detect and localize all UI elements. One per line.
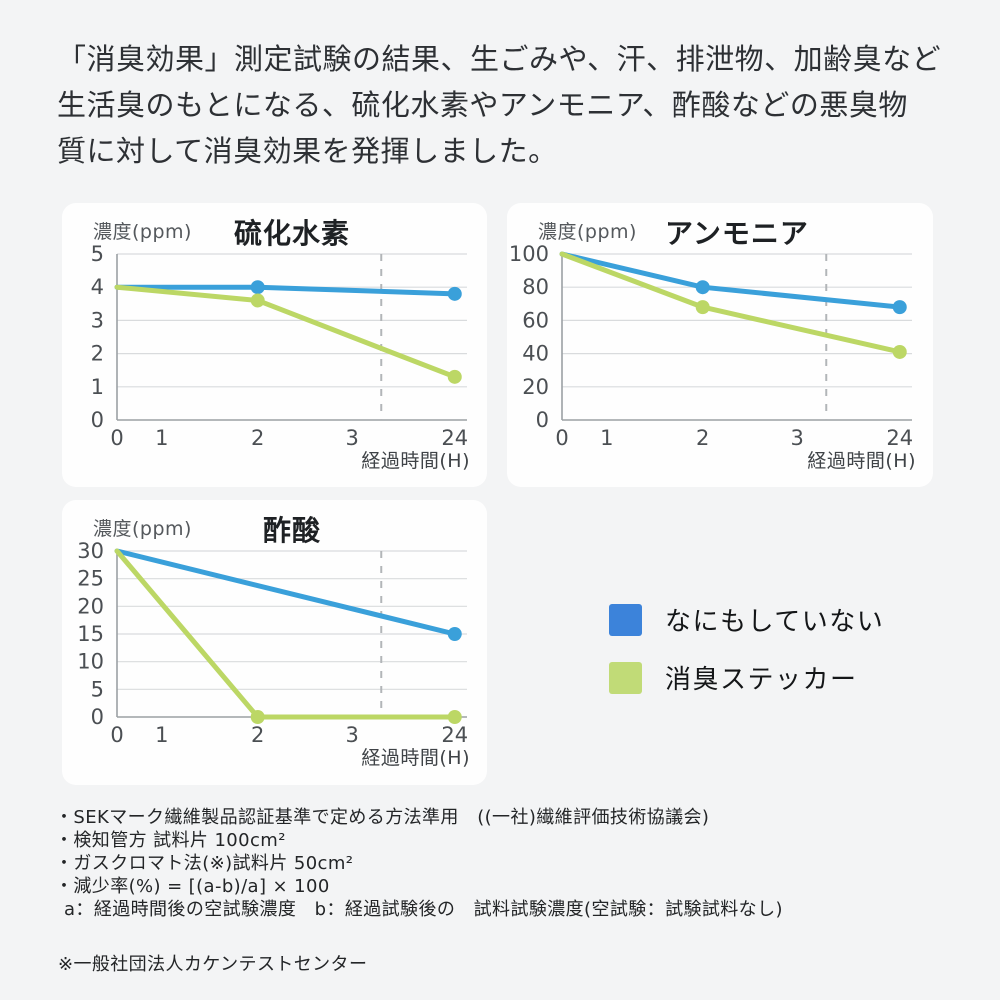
svg-text:3: 3: [346, 723, 359, 747]
legend-swatch-green: [609, 661, 642, 694]
chart-title-ammonia: アンモニア: [665, 217, 809, 250]
chart-card-acetic-acid: 30 25 20 15 10 5 0 0 1 2 3 24 濃度(ppm) 酢酸 経過時間(H): [62, 500, 487, 785]
data-point-sticker: [250, 293, 265, 308]
svg-text:15: 15: [77, 622, 104, 646]
series-sticker: [114, 548, 462, 724]
data-point-untreated: [250, 280, 265, 295]
x-tick-labels: 0 1 2 3 24: [110, 426, 468, 450]
svg-text:20: 20: [77, 594, 104, 618]
legend-swatch-blue: [609, 603, 642, 636]
series-untreated: [114, 548, 462, 641]
svg-text:5: 5: [91, 677, 104, 701]
svg-text:0: 0: [536, 408, 549, 432]
heading-line-1: 「消臭効果」測定試験の結果、生ごみや、汗、排泄物、加齢臭など: [57, 42, 942, 76]
legend-item-untreated: なにもしていない: [609, 601, 884, 638]
svg-text:25: 25: [77, 567, 104, 591]
footnote-test-center: ※一般社団法人カケンテストセンター: [58, 954, 368, 975]
svg-text:3: 3: [91, 308, 104, 332]
page-heading: 「消臭効果」測定試験の結果、生ごみや、汗、排泄物、加齢臭など 生活臭のもとになる…: [57, 36, 967, 174]
x-axis-label: 経過時間(H): [361, 450, 470, 472]
svg-text:1: 1: [91, 375, 104, 399]
svg-text:2: 2: [251, 426, 264, 450]
svg-text:1: 1: [155, 426, 168, 450]
data-point-sticker: [695, 300, 710, 315]
svg-text:4: 4: [91, 275, 104, 299]
svg-text:3: 3: [791, 426, 804, 450]
heading-line-2: 生活臭のもとになる、硫化水素やアンモニア、酢酸などの悪臭物: [57, 88, 908, 122]
footnote-line: ・検知管方 試料片 100cm²: [55, 830, 286, 851]
heading-line-3: 質に対して消臭効果を発揮しました。: [57, 134, 558, 168]
line-chart-hydrogen-sulfide: 5 4 3 2 1 00 1 2 3 24: [91, 242, 468, 450]
svg-text:0: 0: [110, 426, 123, 450]
data-point-untreated: [447, 286, 462, 301]
svg-text:0: 0: [555, 426, 568, 450]
footnote-line: ・ガスクロマト法(※)試料片 50cm²: [55, 853, 354, 874]
line-chart-ammonia: 100 80 60 40 20 00 1 2 3 24: [509, 242, 913, 450]
svg-text:24: 24: [441, 723, 468, 747]
footnote-line: ・減少率(%) = [(a-b)/a] × 100: [55, 876, 330, 897]
data-point-sticker: [447, 710, 462, 724]
svg-text:60: 60: [522, 308, 549, 332]
svg-text:80: 80: [522, 275, 549, 299]
y-tick-labels: 100 80 60 40 20 0: [509, 242, 549, 432]
legend-label-untreated: なにもしていない: [665, 607, 885, 637]
x-tick-labels: 0 1 2 3 24: [110, 723, 468, 747]
svg-text:2: 2: [696, 426, 709, 450]
y-tick-labels: 30 25 20 15 10 5 0: [77, 539, 104, 729]
footnote-line: a：経過時間後の空試験濃度 b：経過試験後の 試料試験濃度(空試験：試験試料なし…: [64, 899, 783, 920]
svg-text:2: 2: [91, 342, 104, 366]
svg-text:10: 10: [77, 650, 104, 674]
chart-title-hydrogen-sulfide: 硫化水素: [233, 217, 350, 250]
data-point-untreated: [447, 627, 462, 641]
x-axis-label: 経過時間(H): [807, 450, 916, 472]
y-axis-unit-label: 濃度(ppm): [93, 221, 192, 243]
svg-text:2: 2: [251, 723, 264, 747]
x-tick-labels: 0 1 2 3 24: [555, 426, 913, 450]
footnotes: ・SEKマーク繊維製品認証基準で定める方法準用 ((一社)繊維評価技術協議会) …: [55, 806, 783, 921]
chart-card-hydrogen-sulfide: 5 4 3 2 1 0 0 1 2 3 24 濃度(ppm) 硫化水素 経過時間(H): [62, 203, 487, 487]
data-point-sticker: [892, 344, 907, 359]
data-point-sticker: [250, 710, 265, 724]
svg-text:0: 0: [110, 723, 123, 747]
series-untreated: [559, 251, 907, 315]
svg-text:1: 1: [155, 723, 168, 747]
svg-text:0: 0: [91, 408, 104, 432]
legend-item-sticker: 消臭ステッカー: [609, 659, 884, 696]
data-point-untreated: [892, 300, 907, 315]
svg-text:5: 5: [91, 242, 104, 266]
data-point-sticker: [447, 369, 462, 384]
series-sticker: [559, 251, 907, 359]
footnote-line: ・SEKマーク繊維製品認証基準で定める方法準用 ((一社)繊維評価技術協議会): [55, 807, 710, 828]
svg-text:1: 1: [600, 426, 613, 450]
x-axis-label: 経過時間(H): [361, 747, 470, 769]
gridlines: [117, 550, 467, 718]
legend-label-sticker: 消臭ステッカー: [665, 665, 858, 695]
gridlines: [562, 253, 912, 421]
chart-title-acetic-acid: 酢酸: [262, 514, 321, 547]
svg-text:40: 40: [522, 342, 549, 366]
chart-card-ammonia: 100 80 60 40 20 0 0 1 2 3 24 濃度(ppm) アンモニア 経過時間(H): [507, 203, 933, 487]
svg-text:30: 30: [77, 539, 104, 563]
svg-text:24: 24: [441, 426, 468, 450]
y-axis-unit-label: 濃度(ppm): [538, 221, 637, 243]
legend: なにもしていない 消臭ステッカー: [609, 601, 884, 696]
y-tick-labels: 5 4 3 2 1 0: [91, 242, 104, 432]
data-point-untreated: [695, 280, 710, 295]
svg-text:100: 100: [509, 242, 549, 266]
gridlines: [117, 253, 467, 421]
series-untreated: [114, 280, 462, 301]
svg-text:3: 3: [346, 426, 359, 450]
series-sticker: [114, 284, 462, 384]
svg-text:20: 20: [522, 375, 549, 399]
svg-text:0: 0: [91, 705, 104, 729]
y-axis-unit-label: 濃度(ppm): [93, 518, 192, 540]
svg-text:24: 24: [886, 426, 913, 450]
